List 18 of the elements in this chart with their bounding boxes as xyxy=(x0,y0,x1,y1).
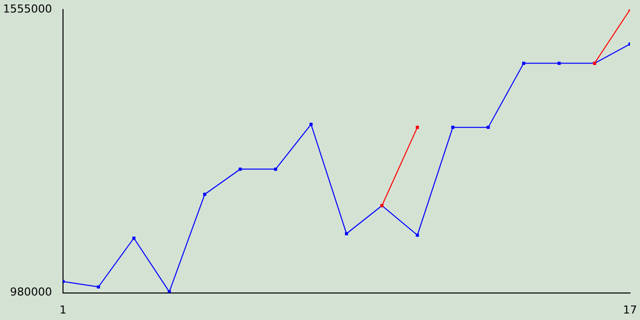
point xyxy=(96,285,100,288)
point xyxy=(309,122,313,126)
point xyxy=(238,168,242,171)
point xyxy=(416,126,419,129)
point xyxy=(451,126,454,129)
y-tick-label: 980000 xyxy=(10,286,52,299)
point xyxy=(132,236,136,240)
point xyxy=(274,168,278,171)
point xyxy=(344,232,348,236)
point xyxy=(168,290,171,293)
point xyxy=(558,62,561,65)
point xyxy=(203,192,206,196)
x-tick-label: 17 xyxy=(623,303,637,316)
point xyxy=(486,126,490,129)
point xyxy=(416,234,419,237)
y-tick-label: 1555000 xyxy=(2,2,52,16)
point xyxy=(522,62,526,65)
x-tick-label: 1 xyxy=(59,303,66,316)
